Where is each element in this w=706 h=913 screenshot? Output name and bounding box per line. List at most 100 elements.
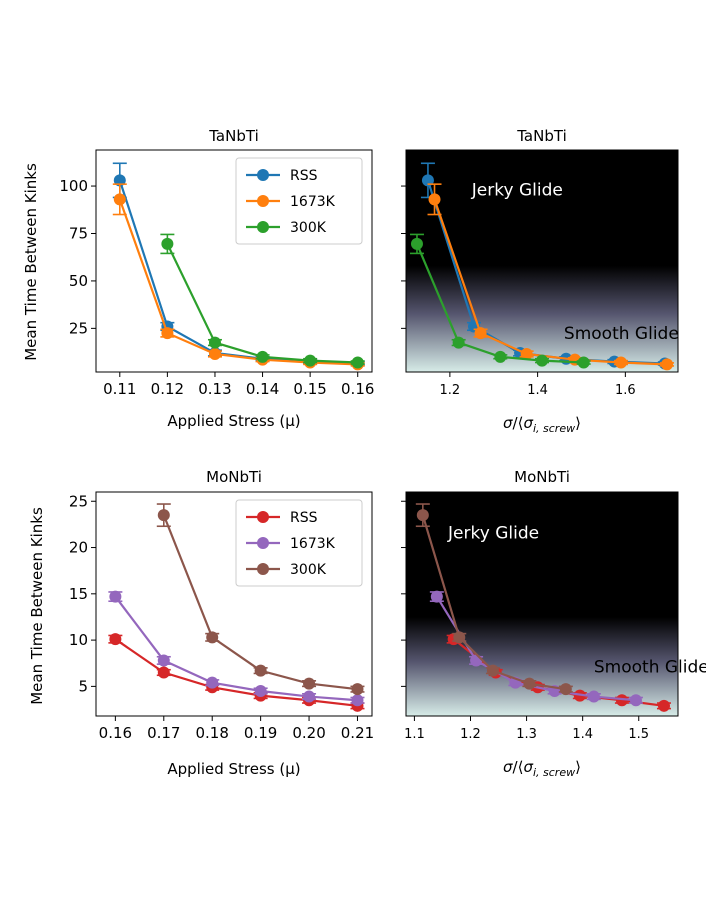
x-tick-label: 0.18: [196, 724, 229, 742]
x-tick-label: 0.17: [147, 724, 180, 742]
data-point: [161, 237, 174, 250]
data-point: [157, 666, 170, 679]
legend: RSS 1673K 300K: [235, 499, 363, 587]
x-tick-label: 1.6: [615, 383, 636, 398]
series-rss: [108, 633, 365, 712]
y-tick-label: 100: [59, 177, 88, 195]
data-point: [587, 690, 600, 703]
plot-frame: [95, 491, 373, 717]
data-point: [520, 347, 533, 360]
legend-frame: [235, 499, 363, 587]
x-axis: 0.11 0.12 0.13 0.14 0.15 0.16: [103, 372, 374, 398]
panel-monbti-normalized-stress: MoNbTi Jerky Glide Smooth Glide 1.1 1.2 1.3…: [401, 468, 706, 779]
data-point: [657, 699, 670, 712]
data-point: [109, 633, 122, 646]
data-point: [494, 350, 507, 363]
x-axis-label: σ/⟨σi, screw⟩: [503, 414, 581, 435]
y-tick-label: 25: [69, 492, 88, 510]
legend-entry-rss: RSS: [246, 168, 318, 184]
y-tick-label: 10: [69, 631, 88, 649]
x-axis-label: σ/⟨σi, screw⟩: [503, 758, 581, 779]
legend-label-rss: RSS: [290, 510, 318, 526]
data-point: [453, 631, 466, 644]
annotation-jerky-glide: Jerky Glide: [447, 523, 539, 543]
data-point: [410, 237, 423, 250]
data-point: [351, 356, 364, 369]
data-point: [351, 694, 364, 707]
y-tick-label: 50: [69, 272, 88, 290]
series-300k: [415, 503, 573, 696]
legend-marker-300k: [257, 563, 269, 575]
data-point: [559, 683, 572, 696]
x-tick-label: 0.12: [151, 380, 184, 398]
data-point: [615, 694, 628, 707]
legend: RSS 1673K 300K: [235, 157, 363, 245]
y-tick-label: 75: [69, 224, 88, 242]
data-point: [416, 509, 429, 522]
data-point: [161, 327, 174, 340]
annotation-smooth-glide: Smooth Glide: [564, 324, 679, 344]
x-tick-label: 0.16: [341, 380, 374, 398]
panel-tanbti-normalized-stress: TaNbTi Jerky Glide Smooth Glide 1.2 1.4 1.6…: [401, 127, 679, 435]
series-line-rss: [114, 638, 358, 707]
panel-title: TaNbTi: [516, 127, 566, 145]
x-tick-label: 1.5: [628, 727, 649, 742]
data-point: [208, 336, 221, 349]
x-tick-label: 0.15: [293, 380, 326, 398]
x-axis: 1.1 1.2 1.3 1.4 1.5: [404, 716, 649, 742]
data-point: [113, 193, 126, 206]
annotation-jerky-glide: Jerky Glide: [471, 181, 563, 201]
x-tick-label: 0.21: [341, 724, 374, 742]
plot-area: [409, 162, 675, 371]
y-tick-label: 15: [69, 585, 88, 603]
legend-label-300k: 300K: [290, 220, 327, 236]
panel-title: MoNbTi: [206, 468, 262, 486]
y-axis: [401, 500, 406, 687]
data-point: [304, 354, 317, 367]
panel-monbti-applied-stress: MoNbTi 0.16 0.17 0.18 0.19 0.20 0.21 5 10 15 20 2…: [69, 468, 374, 778]
legend-marker-rss: [257, 169, 269, 181]
data-point: [536, 354, 548, 367]
x-tick-label: 0.19: [244, 724, 277, 742]
data-point: [428, 193, 441, 206]
x-tick-label: 1.2: [460, 727, 481, 742]
plot-area: [415, 503, 671, 712]
x-tick-label: 1.3: [516, 727, 537, 742]
data-point: [470, 654, 483, 667]
legend-marker-1673k: [257, 195, 269, 207]
x-axis: 1.2 1.4 1.6: [440, 372, 636, 398]
data-point: [486, 664, 499, 677]
annotations: Jerky Glide Smooth Glide: [471, 181, 679, 344]
legend-marker-300k: [257, 221, 269, 233]
data-point: [523, 677, 536, 690]
x-axis: 0.16 0.17 0.18 0.19 0.20 0.21: [99, 716, 374, 742]
plot-frame: [405, 149, 679, 373]
legend-marker-rss: [257, 511, 269, 523]
data-point: [206, 631, 219, 644]
y-axis: 25 50 75 100: [59, 177, 96, 337]
series-300k: [160, 233, 365, 369]
legend-label-300k: 300K: [290, 562, 327, 578]
x-tick-label: 0.13: [198, 380, 231, 398]
panel-title: MoNbTi: [514, 468, 570, 486]
data-point: [256, 350, 269, 363]
glide-regime-background: [406, 492, 678, 716]
x-tick-label: 0.20: [292, 724, 325, 742]
y-tick-label: 20: [69, 539, 88, 557]
series-300k: [409, 233, 591, 369]
series-line-1673k: [118, 198, 358, 366]
series-1673k: [108, 590, 365, 707]
legend-frame: [235, 157, 363, 245]
y-axis: [401, 185, 406, 329]
data-point: [208, 347, 221, 360]
legend-entry-300k: 300K: [246, 562, 327, 578]
plot-frame: [95, 149, 373, 373]
data-point: [614, 356, 627, 369]
data-point: [351, 683, 364, 696]
legend-label-1673k: 1673K: [290, 536, 336, 552]
data-point: [109, 590, 122, 603]
data-point: [577, 356, 590, 369]
series-line-1673k: [433, 198, 668, 366]
data-point: [303, 677, 316, 690]
